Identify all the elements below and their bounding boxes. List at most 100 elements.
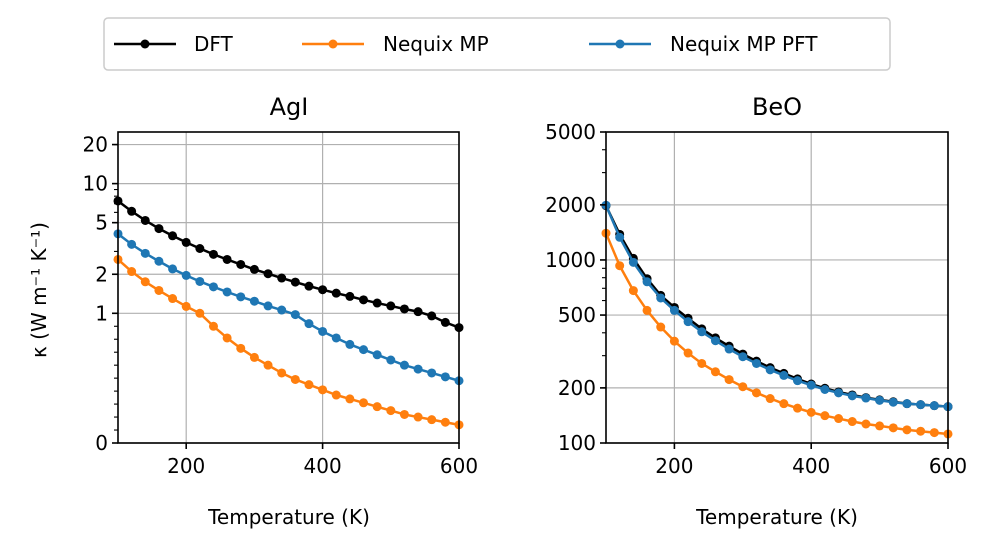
y-tick-label: 5000 bbox=[545, 120, 596, 144]
data-point bbox=[154, 256, 164, 266]
data-point bbox=[929, 428, 939, 438]
legend-marker-dft bbox=[140, 39, 150, 49]
data-point bbox=[359, 345, 369, 355]
series-nequix-mp-agi bbox=[113, 254, 464, 430]
data-point bbox=[806, 380, 816, 390]
data-point bbox=[318, 385, 328, 395]
panel-agi: AgI Temperature (K) 200 400 600 0 1 2 5 10 20 bbox=[83, 93, 479, 529]
data-point bbox=[290, 374, 300, 384]
data-point bbox=[710, 367, 720, 377]
data-point bbox=[847, 391, 857, 401]
data-point bbox=[263, 269, 273, 279]
data-point bbox=[615, 261, 625, 271]
data-point bbox=[427, 415, 437, 425]
data-point bbox=[154, 224, 164, 234]
data-point bbox=[331, 333, 341, 343]
data-point bbox=[359, 295, 369, 305]
data-point bbox=[413, 364, 423, 374]
y-tick-label: 2000 bbox=[545, 193, 596, 217]
data-point bbox=[304, 380, 314, 390]
series-nequix-mp-pft-agi bbox=[113, 229, 464, 386]
plot-frame-agi bbox=[117, 131, 460, 444]
data-point bbox=[277, 273, 287, 283]
data-point bbox=[277, 305, 287, 315]
legend-entry-dft: DFT bbox=[114, 32, 234, 56]
x-tick-label: 600 bbox=[440, 454, 478, 478]
data-point bbox=[427, 368, 437, 378]
legend-entry-nequix-mp-pft: Nequix MP PFT bbox=[589, 32, 818, 56]
data-point bbox=[656, 322, 666, 332]
data-point bbox=[793, 376, 803, 386]
series-dft-agi bbox=[113, 196, 464, 333]
x-tick-label: 200 bbox=[655, 454, 693, 478]
plot-frame-beo bbox=[605, 131, 949, 444]
data-point bbox=[168, 294, 178, 304]
data-point bbox=[765, 365, 775, 375]
data-point bbox=[902, 425, 912, 435]
data-point bbox=[222, 333, 232, 343]
x-ticks-beo: 200 400 600 bbox=[655, 443, 967, 478]
legend-frame bbox=[103, 17, 891, 71]
y-tick-label: 10 bbox=[83, 172, 108, 196]
data-point bbox=[642, 277, 652, 287]
data-point bbox=[140, 277, 150, 287]
x-tick-label: 400 bbox=[792, 454, 830, 478]
data-point bbox=[345, 291, 355, 301]
data-point bbox=[195, 243, 205, 253]
series-line bbox=[604, 204, 949, 408]
y-tick-label: 1000 bbox=[545, 248, 596, 272]
data-point bbox=[656, 293, 666, 303]
data-point bbox=[779, 399, 789, 409]
data-point bbox=[399, 360, 409, 370]
data-point bbox=[372, 402, 382, 412]
data-point bbox=[738, 382, 748, 392]
data-point bbox=[440, 417, 450, 427]
data-point bbox=[304, 281, 314, 291]
data-point bbox=[331, 390, 341, 400]
data-point bbox=[875, 421, 885, 431]
legend-marker-nequix-mp-pft bbox=[615, 39, 625, 49]
data-point bbox=[263, 360, 273, 370]
data-point bbox=[861, 393, 871, 403]
data-point bbox=[683, 317, 693, 327]
data-point bbox=[222, 254, 232, 264]
data-point bbox=[345, 394, 355, 404]
y-ticks-agi: 0 1 2 5 10 20 bbox=[83, 133, 118, 455]
data-point bbox=[249, 352, 259, 362]
data-point bbox=[249, 296, 259, 306]
data-point bbox=[127, 267, 137, 277]
x-tick-label: 400 bbox=[304, 454, 342, 478]
data-point bbox=[236, 343, 246, 353]
data-point bbox=[181, 270, 191, 280]
data-point bbox=[751, 388, 761, 398]
data-point bbox=[222, 287, 232, 297]
data-point bbox=[277, 368, 287, 378]
data-point bbox=[399, 304, 409, 314]
y-tick-label: 200 bbox=[558, 376, 596, 400]
data-point bbox=[263, 301, 273, 311]
legend-marker-nequix-mp bbox=[328, 39, 338, 49]
data-point bbox=[724, 344, 734, 354]
data-point bbox=[834, 388, 844, 398]
data-point bbox=[372, 350, 382, 360]
data-point bbox=[386, 355, 396, 365]
data-point bbox=[628, 286, 638, 296]
data-point bbox=[916, 426, 926, 436]
data-point bbox=[331, 288, 341, 298]
data-point bbox=[669, 336, 679, 346]
data-point bbox=[399, 409, 409, 419]
legend-label-dft: DFT bbox=[194, 32, 234, 56]
data-point bbox=[127, 206, 137, 216]
panel-title-beo: BeO bbox=[752, 93, 802, 121]
y-tick-label: 5 bbox=[95, 211, 108, 235]
legend: DFT Nequix MP Nequix MP PFT bbox=[103, 17, 891, 71]
data-point bbox=[181, 237, 191, 247]
data-point bbox=[683, 348, 693, 358]
data-point bbox=[888, 423, 898, 433]
data-point bbox=[304, 319, 314, 329]
data-point bbox=[820, 411, 830, 421]
data-point bbox=[249, 264, 259, 274]
data-point bbox=[875, 395, 885, 405]
y-axis-label: κ (W m⁻¹ K⁻¹) bbox=[27, 222, 51, 358]
data-point bbox=[386, 301, 396, 311]
